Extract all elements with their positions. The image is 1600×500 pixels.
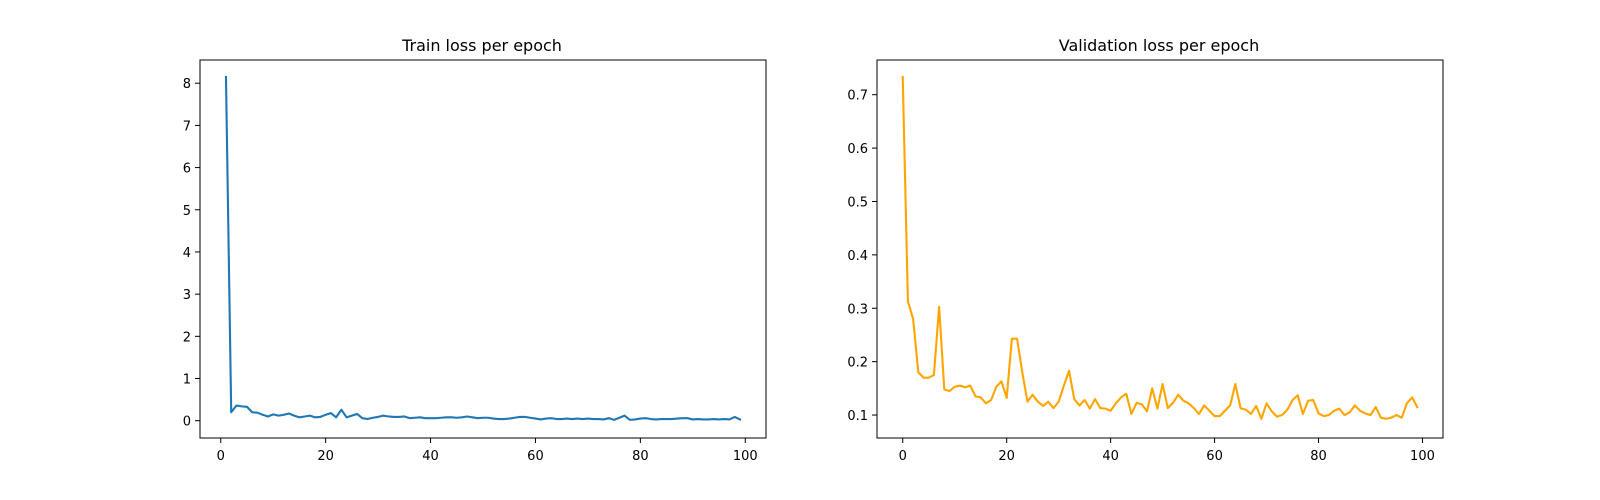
validation-loss-y-tick-label: 0.5 — [847, 195, 868, 210]
validation-loss-x-tick-label: 100 — [1410, 449, 1435, 464]
validation-loss-x-tick-label: 0 — [899, 449, 907, 464]
train-loss-y-tick-label: 0 — [183, 415, 191, 430]
train-loss-y-tick-label: 2 — [183, 330, 191, 345]
validation-loss-x-tick-label: 60 — [1206, 449, 1223, 464]
validation-loss-y-tick-label: 0.7 — [847, 89, 868, 104]
train-loss-y-tick-label: 6 — [183, 162, 191, 177]
train-loss-x-tick-label: 100 — [733, 449, 758, 464]
validation-loss-x-tick-label: 40 — [1102, 449, 1119, 464]
validation-loss-chart-title: Validation loss per epoch — [1059, 36, 1259, 55]
train-loss-x-tick-label: 40 — [422, 449, 439, 464]
validation-loss-y-tick-label: 0.6 — [847, 142, 868, 157]
train-loss-x-tick-label: 60 — [527, 449, 544, 464]
train-loss-chart: Train loss per epoch 0 20 40 60 80 100 0 1 2 3 4 5 6… — [183, 36, 767, 464]
validation-loss-chart: Validation loss per epoch 0 20 40 60 80 100 0.… — [847, 36, 1444, 464]
validation-loss-x-tick-label: 80 — [1310, 449, 1327, 464]
validation-loss-plot-frame — [876, 59, 1444, 439]
train-loss-y-tick-label: 3 — [183, 288, 191, 303]
train-loss-plot-frame — [199, 59, 767, 439]
validation-loss-y-tick-label: 0.2 — [847, 356, 868, 371]
train-loss-x-tick-label: 20 — [317, 449, 334, 464]
train-loss-y-tick-label: 7 — [183, 119, 191, 134]
validation-loss-series-line — [901, 76, 1419, 420]
train-loss-chart-title: Train loss per epoch — [401, 36, 562, 55]
train-loss-y-tick-label: 4 — [183, 246, 191, 261]
validation-loss-x-tick-label: 20 — [998, 449, 1015, 464]
train-loss-y-tick-label: 8 — [183, 77, 191, 92]
train-loss-x-tick-label: 0 — [217, 449, 225, 464]
validation-loss-y-tick-label: 0.4 — [847, 249, 868, 264]
train-loss-x-tick-label: 80 — [632, 449, 649, 464]
validation-loss-y-tick-label: 0.1 — [847, 409, 868, 424]
validation-loss-y-tick-label: 0.3 — [847, 302, 868, 317]
train-loss-y-tick-label: 5 — [183, 204, 191, 219]
train-loss-y-tick-label: 1 — [183, 373, 191, 388]
train-loss-series-line — [224, 75, 742, 421]
